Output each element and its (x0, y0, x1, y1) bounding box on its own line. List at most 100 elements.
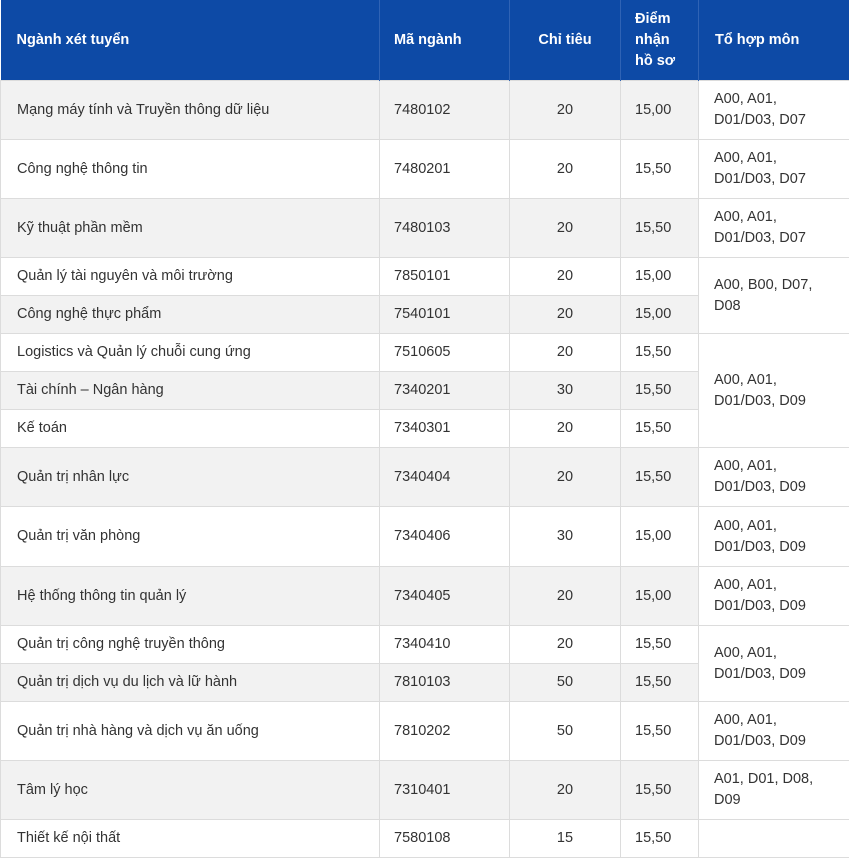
quota: 20 (510, 567, 621, 626)
major-code: 7340405 (380, 567, 510, 626)
table-row: Quản trị văn phòng 7340406 30 15,00 A00,… (1, 507, 849, 567)
quota: 20 (510, 410, 621, 448)
combo-line: D01/D03, D07 (714, 169, 849, 190)
table-row: Kỹ thuật phần mềm 7480103 20 15,50 A00, … (1, 199, 849, 258)
combo-line: A00, A01, (714, 89, 849, 110)
combo-line: A00, A01, (714, 643, 849, 664)
major-code: 7580108 (380, 820, 510, 858)
combo-line: D01/D03, D09 (714, 664, 849, 685)
header-quota: Chỉ tiêu (510, 0, 621, 81)
combo-line: D01/D03, D09 (714, 596, 849, 617)
quota: 15 (510, 820, 621, 858)
subject-combination: A00, A01,D01/D03, D07 (699, 199, 849, 258)
score: 15,50 (621, 199, 699, 258)
major-code: 7340406 (380, 507, 510, 567)
subject-combination: A00, A01,D01/D03, D09 (699, 334, 849, 448)
combo-line: A00, A01, (714, 575, 849, 596)
major-name: Thiết kế nội thất (1, 820, 380, 858)
major-name: Kế toán (1, 410, 380, 448)
header-score-line2: nhận (635, 30, 698, 51)
combo-line: A00, A01, (714, 207, 849, 228)
quota: 30 (510, 507, 621, 567)
header-code: Mã ngành (380, 0, 510, 81)
combo-line: D09 (714, 790, 849, 811)
subject-combination: A00, A01,D01/D03, D09 (699, 507, 849, 567)
subject-combination: A00, A01,D01/D03, D09 (699, 626, 849, 702)
table-row: Tâm lý học 7310401 20 15,50 A01, D01, D0… (1, 761, 849, 820)
subject-combination: A01, D01, D08,D09 (699, 761, 849, 820)
quota: 20 (510, 81, 621, 140)
score: 15,00 (621, 296, 699, 334)
major-name: Quản trị nhân lực (1, 448, 380, 507)
combo-line: A01, D01, D08, (714, 769, 849, 790)
score: 15,00 (621, 567, 699, 626)
subject-combination: A00, A01,D01/D03, D09 (699, 567, 849, 626)
header-score-line3: hồ sơ (635, 51, 698, 72)
major-name: Mạng máy tính và Truyền thông dữ liệu (1, 81, 380, 140)
subject-combination: A00, A01,D01/D03, D09 (699, 702, 849, 761)
table-row: Quản trị nhân lực 7340404 20 15,50 A00, … (1, 448, 849, 507)
combo-line: D01/D03, D09 (714, 477, 849, 498)
combo-line: A00, A01, (714, 370, 849, 391)
major-name: Quản trị dịch vụ du lịch và lữ hành (1, 664, 380, 702)
quota: 20 (510, 199, 621, 258)
combo-line: D08 (714, 296, 849, 317)
score: 15,50 (621, 410, 699, 448)
header-row: Ngành xét tuyển Mã ngành Chỉ tiêu Điểm n… (1, 0, 849, 81)
major-code: 7810202 (380, 702, 510, 761)
major-name: Công nghệ thông tin (1, 140, 380, 199)
table-row: Thiết kế nội thất 7580108 15 15,50 (1, 820, 849, 858)
header-major: Ngành xét tuyển (1, 0, 380, 81)
combo-line: A00, A01, (714, 516, 849, 537)
major-name: Công nghệ thực phẩm (1, 296, 380, 334)
major-code: 7340301 (380, 410, 510, 448)
subject-combination: A00, B00, D07,D08 (699, 258, 849, 334)
quota: 20 (510, 258, 621, 296)
score: 15,50 (621, 334, 699, 372)
major-name: Quản trị công nghệ truyền thông (1, 626, 380, 664)
major-code: 7850101 (380, 258, 510, 296)
major-code: 7480103 (380, 199, 510, 258)
quota: 20 (510, 626, 621, 664)
major-code: 7510605 (380, 334, 510, 372)
major-name: Tâm lý học (1, 761, 380, 820)
major-name: Quản trị văn phòng (1, 507, 380, 567)
score: 15,00 (621, 258, 699, 296)
header-combination: Tổ hợp môn (699, 0, 849, 81)
table-row: Quản trị nhà hàng và dịch vụ ăn uống 781… (1, 702, 849, 761)
major-name: Hệ thống thông tin quản lý (1, 567, 380, 626)
combo-line: A00, A01, (714, 148, 849, 169)
major-code: 7310401 (380, 761, 510, 820)
combo-line: A00, A01, (714, 456, 849, 477)
quota: 20 (510, 761, 621, 820)
subject-combination: A00, A01,D01/D03, D07 (699, 81, 849, 140)
table-row: Quản lý tài nguyên và môi trường 7850101… (1, 258, 849, 296)
major-code: 7810103 (380, 664, 510, 702)
major-code: 7340404 (380, 448, 510, 507)
table-row: Logistics và Quản lý chuỗi cung ứng 7510… (1, 334, 849, 372)
major-code: 7480102 (380, 81, 510, 140)
combo-line: D01/D03, D09 (714, 537, 849, 558)
quota: 20 (510, 334, 621, 372)
quota: 50 (510, 664, 621, 702)
combo-line: D01/D03, D09 (714, 391, 849, 412)
score: 15,50 (621, 820, 699, 858)
subject-combination: A00, A01,D01/D03, D07 (699, 140, 849, 199)
quota: 30 (510, 372, 621, 410)
score: 15,50 (621, 702, 699, 761)
score: 15,50 (621, 140, 699, 199)
header-score-line1: Điểm (635, 9, 698, 30)
score: 15,00 (621, 81, 699, 140)
combo-line: D01/D03, D07 (714, 110, 849, 131)
quota: 20 (510, 140, 621, 199)
quota: 20 (510, 296, 621, 334)
combo-line: D01/D03, D07 (714, 228, 849, 249)
table-row: Công nghệ thông tin 7480201 20 15,50 A00… (1, 140, 849, 199)
major-code: 7540101 (380, 296, 510, 334)
subject-combination: A00, A01,D01/D03, D09 (699, 448, 849, 507)
score: 15,50 (621, 664, 699, 702)
combo-line: A00, A01, (714, 710, 849, 731)
score: 15,50 (621, 372, 699, 410)
score: 15,50 (621, 448, 699, 507)
